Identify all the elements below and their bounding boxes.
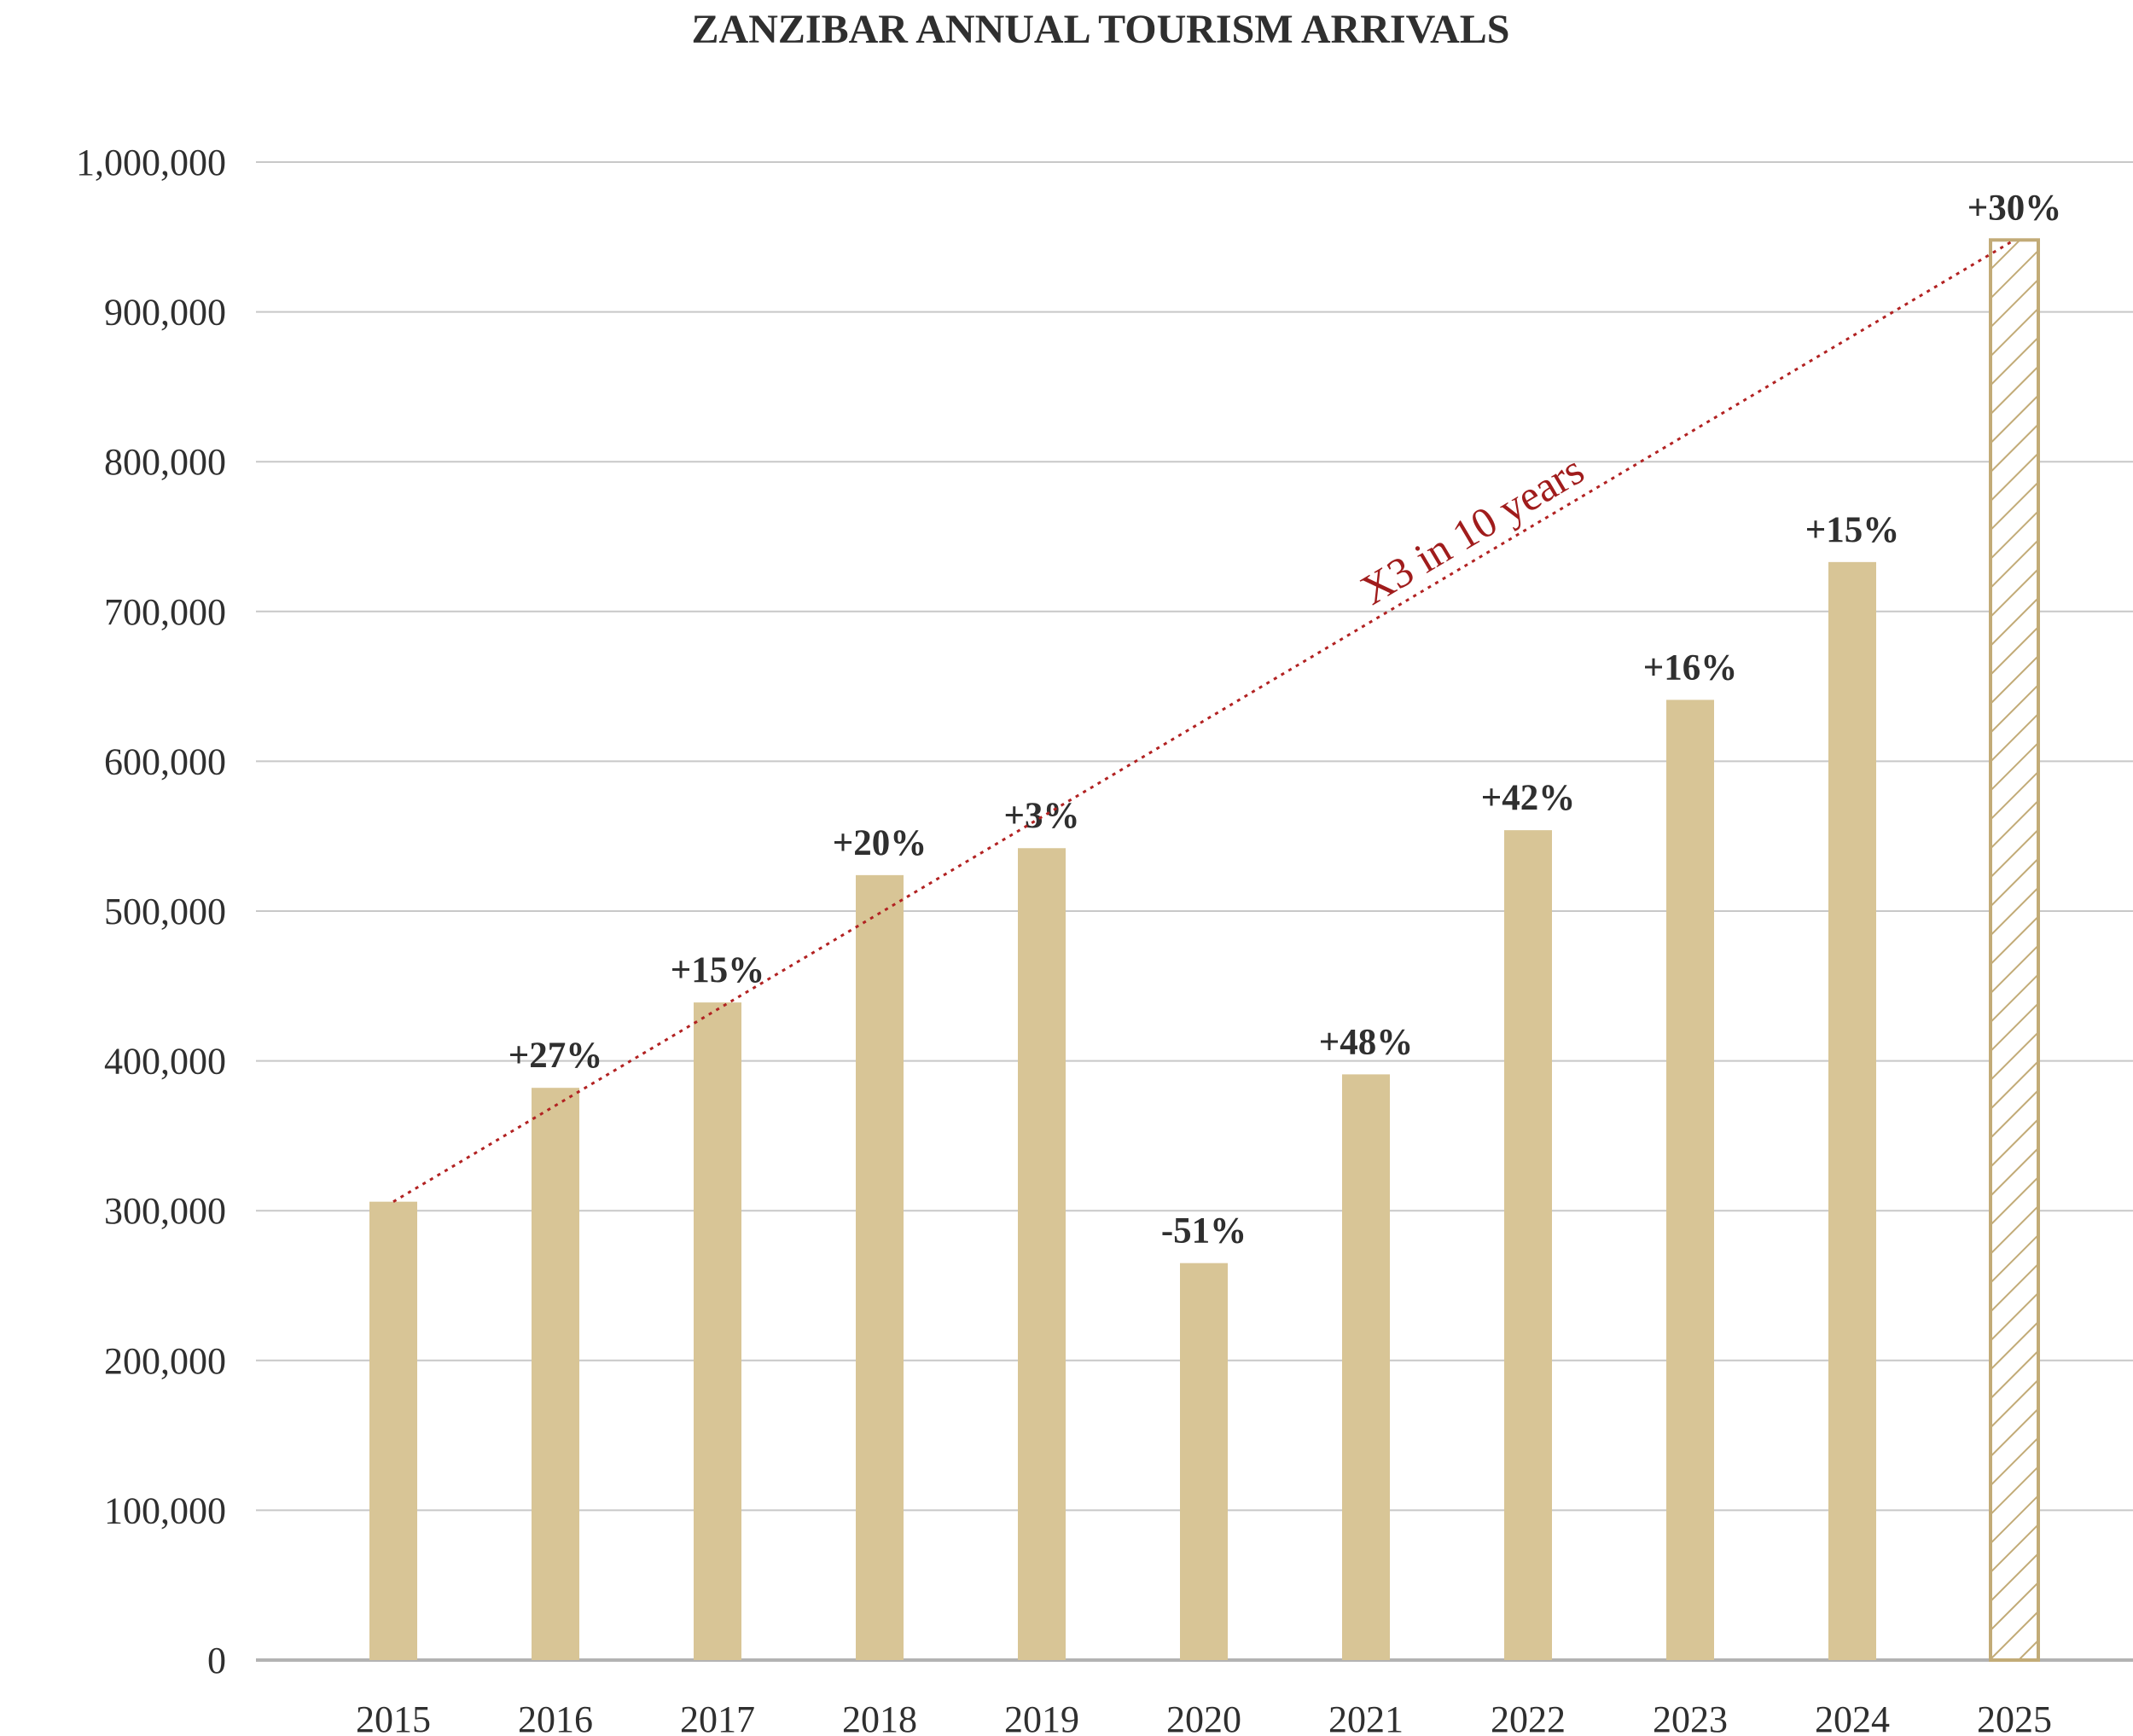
bar-2018 bbox=[856, 874, 904, 1660]
bar-2021 bbox=[1342, 1074, 1390, 1660]
data-label: +20% bbox=[833, 823, 927, 863]
data-label: +30% bbox=[1967, 188, 2062, 228]
y-axis-ticks: 0 100,000 200,000 300,000 400,000 500,000 600,… bbox=[76, 142, 226, 1681]
y-tick-label: 500,000 bbox=[104, 891, 226, 932]
x-tick-label: 2017 bbox=[680, 1698, 755, 1736]
bar-2017 bbox=[694, 1002, 741, 1660]
bar-2022 bbox=[1504, 830, 1552, 1660]
x-tick-label: 2021 bbox=[1328, 1698, 1404, 1736]
y-tick-label: 0 bbox=[207, 1640, 226, 1681]
y-tick-label: 300,000 bbox=[104, 1190, 226, 1232]
data-label: +42% bbox=[1481, 778, 1576, 818]
y-tick-label: 200,000 bbox=[104, 1340, 226, 1382]
bar-2024 bbox=[1828, 561, 1876, 1660]
x-tick-label: 2019 bbox=[1004, 1698, 1079, 1736]
bar-2020 bbox=[1180, 1263, 1228, 1660]
data-labels: +27% +15% +20% +3% -51% +48% +42% +16% +15% +30% bbox=[509, 188, 2062, 1251]
x-tick-label: 2022 bbox=[1491, 1698, 1566, 1736]
x-tick-label: 2018 bbox=[842, 1698, 917, 1736]
x-tick-label: 2024 bbox=[1815, 1698, 1890, 1736]
bar-2019 bbox=[1018, 848, 1066, 1660]
x-tick-label: 2025 bbox=[1977, 1698, 2052, 1736]
x-axis-ticks: 2015 2016 2017 2018 2019 2020 2021 2022 2023 2024… bbox=[356, 1698, 2052, 1736]
data-label: +16% bbox=[1643, 647, 1738, 688]
data-label: +27% bbox=[509, 1036, 603, 1076]
bar-2015 bbox=[369, 1201, 417, 1660]
y-tick-label: 900,000 bbox=[104, 292, 226, 334]
data-label: +15% bbox=[1805, 510, 1900, 550]
data-label: +3% bbox=[1003, 796, 1079, 836]
y-tick-label: 1,000,000 bbox=[76, 142, 226, 183]
trendline bbox=[392, 239, 2015, 1203]
bar-2023 bbox=[1666, 700, 1714, 1660]
y-tick-label: 600,000 bbox=[104, 740, 226, 782]
bars bbox=[369, 238, 2040, 1662]
data-label: +15% bbox=[671, 950, 765, 990]
trendline-group: X3 in 10 years bbox=[392, 239, 2015, 1203]
x-tick-label: 2020 bbox=[1166, 1698, 1241, 1736]
y-tick-label: 700,000 bbox=[104, 591, 226, 633]
bar-2025-hatched bbox=[1989, 238, 2040, 1662]
x-tick-label: 2015 bbox=[356, 1698, 431, 1736]
x-tick-label: 2016 bbox=[518, 1698, 593, 1736]
data-label: +48% bbox=[1319, 1022, 1414, 1062]
y-tick-label: 100,000 bbox=[104, 1489, 226, 1531]
y-tick-label: 800,000 bbox=[104, 441, 226, 483]
bar-2016 bbox=[532, 1088, 579, 1660]
trendline-label: X3 in 10 years bbox=[1352, 445, 1592, 614]
data-label: -51% bbox=[1161, 1211, 1247, 1251]
x-tick-label: 2023 bbox=[1653, 1698, 1728, 1736]
y-tick-label: 400,000 bbox=[104, 1041, 226, 1083]
chart-title: ZANZIBAR ANNUAL TOURISM ARRIVALS bbox=[692, 7, 1510, 52]
